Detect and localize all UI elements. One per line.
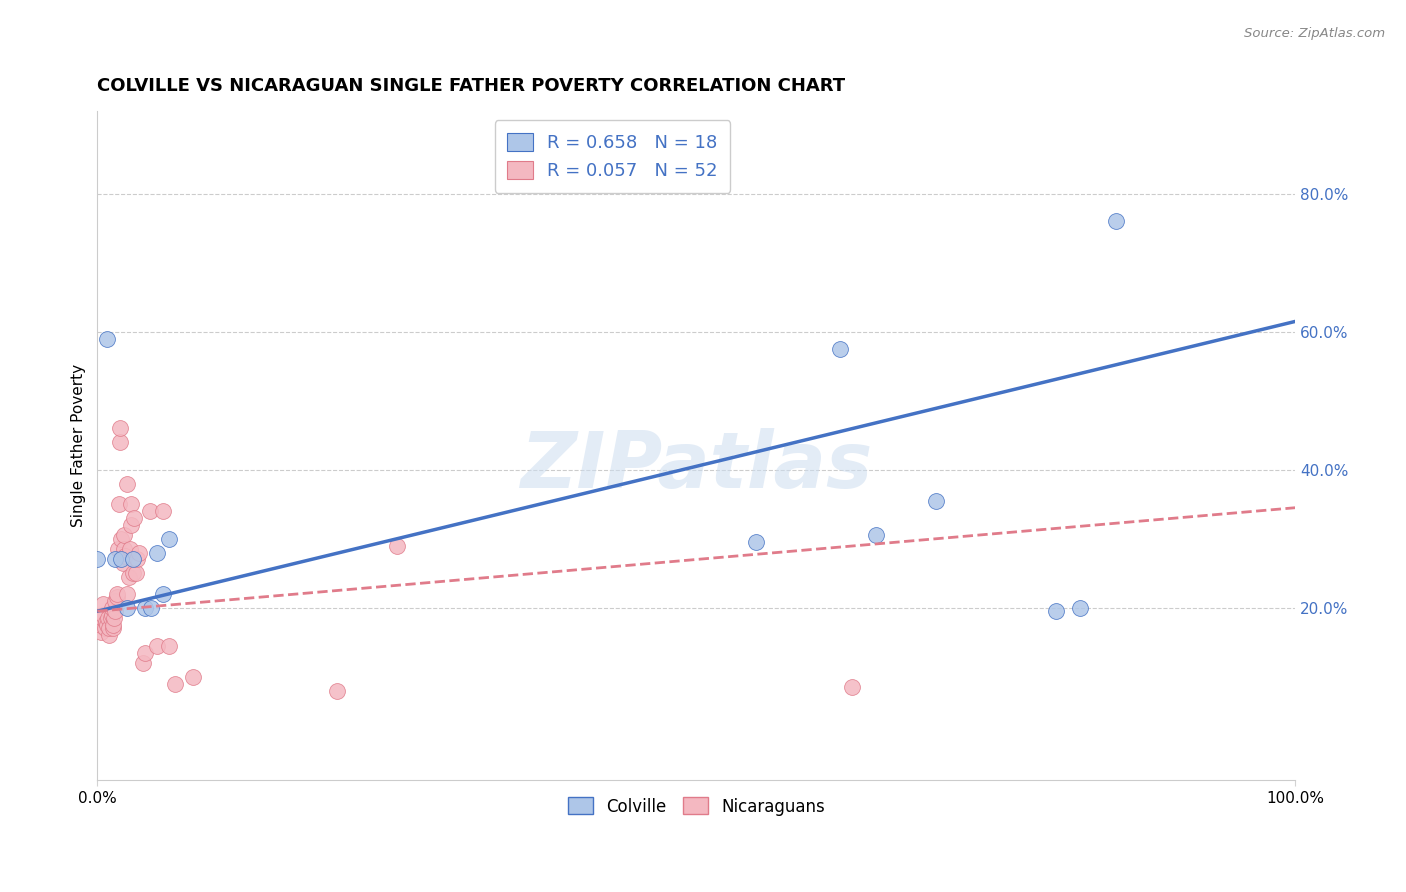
Legend: Colville, Nicaraguans: Colville, Nicaraguans: [561, 790, 832, 822]
Point: [93, 607, 115, 622]
Point: [93, 597, 115, 611]
Point: [93, 622, 115, 636]
Point: [117, 476, 139, 491]
Point: [111, 556, 134, 570]
Point: [120, 497, 142, 511]
Point: [134, 600, 156, 615]
Point: [125, 566, 148, 581]
Point: [122, 566, 145, 581]
Point: [181, 670, 204, 684]
Point: [1105, 214, 1128, 228]
Point: [108, 497, 131, 511]
Text: Source: ZipAtlas.com: Source: ZipAtlas.com: [1244, 27, 1385, 40]
Point: [98, 628, 121, 642]
Point: [117, 600, 139, 615]
Point: [96, 618, 118, 632]
Point: [103, 611, 125, 625]
Point: [101, 622, 124, 636]
Point: [104, 604, 127, 618]
Point: [1069, 600, 1091, 615]
Point: [1045, 604, 1067, 618]
Point: [841, 680, 863, 694]
Point: [110, 552, 132, 566]
Point: [128, 545, 150, 559]
Point: [118, 542, 141, 557]
Point: [97, 611, 120, 625]
Point: [114, 549, 136, 563]
Point: [925, 493, 948, 508]
Point: [124, 511, 146, 525]
Point: [132, 656, 155, 670]
Point: [117, 570, 139, 584]
Point: [94, 615, 117, 629]
Point: [865, 528, 887, 542]
Point: [108, 421, 131, 435]
Point: [100, 600, 122, 615]
Point: [112, 542, 135, 557]
Point: [91, 611, 114, 625]
Point: [152, 587, 174, 601]
Point: [100, 611, 122, 625]
Point: [104, 552, 127, 566]
Point: [96, 332, 118, 346]
Point: [100, 607, 122, 622]
Point: [90, 618, 112, 632]
Point: [112, 528, 135, 542]
Point: [107, 542, 129, 557]
Point: [165, 676, 187, 690]
Point: [152, 504, 174, 518]
Point: [110, 532, 132, 546]
Text: ZIPatlas: ZIPatlas: [520, 427, 873, 504]
Point: [125, 552, 148, 566]
Point: [101, 618, 124, 632]
Point: [105, 591, 128, 605]
Point: [90, 624, 112, 639]
Point: [146, 545, 169, 559]
Point: [134, 646, 156, 660]
Point: [830, 342, 852, 356]
Point: [117, 587, 139, 601]
Point: [105, 587, 128, 601]
Point: [146, 639, 169, 653]
Point: [139, 504, 162, 518]
Point: [745, 535, 768, 549]
Point: [98, 622, 121, 636]
Point: [157, 532, 180, 546]
Y-axis label: Single Father Poverty: Single Father Poverty: [72, 364, 86, 527]
Point: [326, 683, 349, 698]
Point: [141, 600, 163, 615]
Point: [157, 639, 180, 653]
Point: [86, 552, 108, 566]
Text: COLVILLE VS NICARAGUAN SINGLE FATHER POVERTY CORRELATION CHART: COLVILLE VS NICARAGUAN SINGLE FATHER POV…: [97, 78, 845, 95]
Point: [120, 518, 142, 533]
Point: [108, 435, 131, 450]
Point: [385, 539, 408, 553]
Point: [122, 552, 145, 566]
Point: [104, 594, 127, 608]
